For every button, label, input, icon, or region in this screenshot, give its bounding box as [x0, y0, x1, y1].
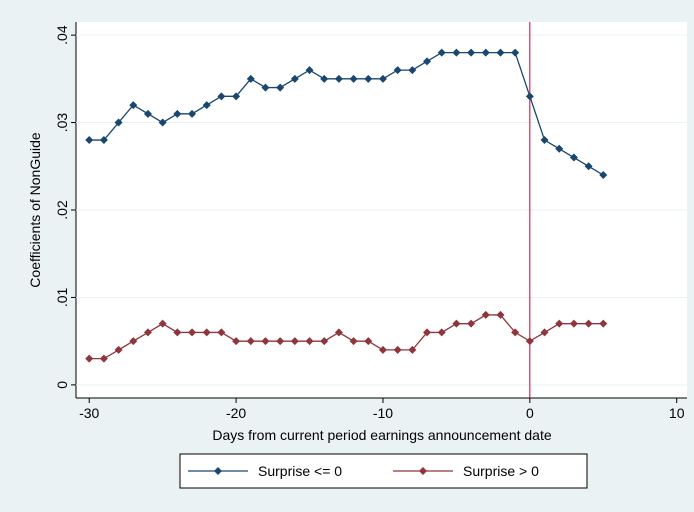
data-point: [584, 162, 593, 171]
data-point: [158, 319, 167, 328]
data-point: [290, 74, 299, 83]
data-point: [452, 319, 461, 328]
data-point: [437, 48, 446, 57]
data-point: [599, 319, 608, 328]
data-point: [378, 345, 387, 354]
x-tick-label: -30: [79, 405, 99, 421]
data-point: [525, 92, 534, 101]
data-point: [452, 48, 461, 57]
y-tick-label: .02: [54, 200, 70, 220]
data-point: [232, 92, 241, 101]
x-tick-label: -20: [226, 405, 246, 421]
x-tick-label: 10: [669, 405, 685, 421]
data-point: [334, 74, 343, 83]
data-point: [99, 354, 108, 363]
legend-marker: [419, 467, 427, 475]
data-point: [305, 66, 314, 75]
data-point: [481, 310, 490, 319]
data-point: [129, 337, 138, 346]
data-point: [540, 328, 549, 337]
data-point: [496, 48, 505, 57]
data-point: [540, 136, 549, 145]
data-point: [481, 48, 490, 57]
legend-marker: [214, 467, 222, 475]
data-point: [569, 319, 578, 328]
x-tick-label: 0: [526, 405, 534, 421]
data-point: [290, 337, 299, 346]
data-point: [393, 66, 402, 75]
data-point: [364, 74, 373, 83]
data-point: [364, 337, 373, 346]
data-point: [129, 101, 138, 110]
y-tick-label: 0: [54, 381, 70, 389]
data-point: [85, 354, 94, 363]
data-point: [85, 136, 94, 145]
data-point: [320, 74, 329, 83]
data-point: [276, 83, 285, 92]
data-point: [188, 109, 197, 118]
data-point: [423, 57, 432, 66]
data-point: [349, 337, 358, 346]
data-point: [202, 328, 211, 337]
data-point: [202, 101, 211, 110]
data-point: [246, 74, 255, 83]
data-point: [99, 136, 108, 145]
data-point: [173, 109, 182, 118]
data-point: [143, 109, 152, 118]
data-point: [334, 328, 343, 337]
data-point: [569, 153, 578, 162]
data-point: [496, 310, 505, 319]
data-point: [349, 74, 358, 83]
y-axis-label: Coefficients of NonGuide: [27, 132, 43, 288]
data-point: [246, 337, 255, 346]
data-point: [393, 345, 402, 354]
data-point: [217, 92, 226, 101]
data-point: [511, 328, 520, 337]
data-point: [599, 171, 608, 180]
data-point: [437, 328, 446, 337]
data-point: [158, 118, 167, 127]
data-point: [525, 337, 534, 346]
data-point: [217, 328, 226, 337]
data-point: [114, 345, 123, 354]
data-point: [173, 328, 182, 337]
data-point: [467, 319, 476, 328]
data-point: [114, 118, 123, 127]
data-point: [555, 144, 564, 153]
data-point: [188, 328, 197, 337]
data-point: [408, 345, 417, 354]
legend-label: Surprise <= 0: [258, 463, 342, 479]
x-axis-label: Days from current period earnings announ…: [212, 427, 552, 443]
data-point: [143, 328, 152, 337]
data-point: [511, 48, 520, 57]
data-point: [320, 337, 329, 346]
data-point: [408, 66, 417, 75]
data-point: [584, 319, 593, 328]
data-point: [261, 83, 270, 92]
data-point: [261, 337, 270, 346]
y-tick-label: .03: [54, 113, 70, 133]
data-point: [423, 328, 432, 337]
x-tick-label: -10: [373, 405, 393, 421]
data-point: [378, 74, 387, 83]
y-tick-label: .01: [54, 288, 70, 308]
data-point: [232, 337, 241, 346]
data-point: [276, 337, 285, 346]
data-point: [467, 48, 476, 57]
data-point: [555, 319, 564, 328]
data-point: [305, 337, 314, 346]
y-tick-label: .04: [54, 25, 70, 45]
legend-label: Surprise > 0: [463, 463, 539, 479]
